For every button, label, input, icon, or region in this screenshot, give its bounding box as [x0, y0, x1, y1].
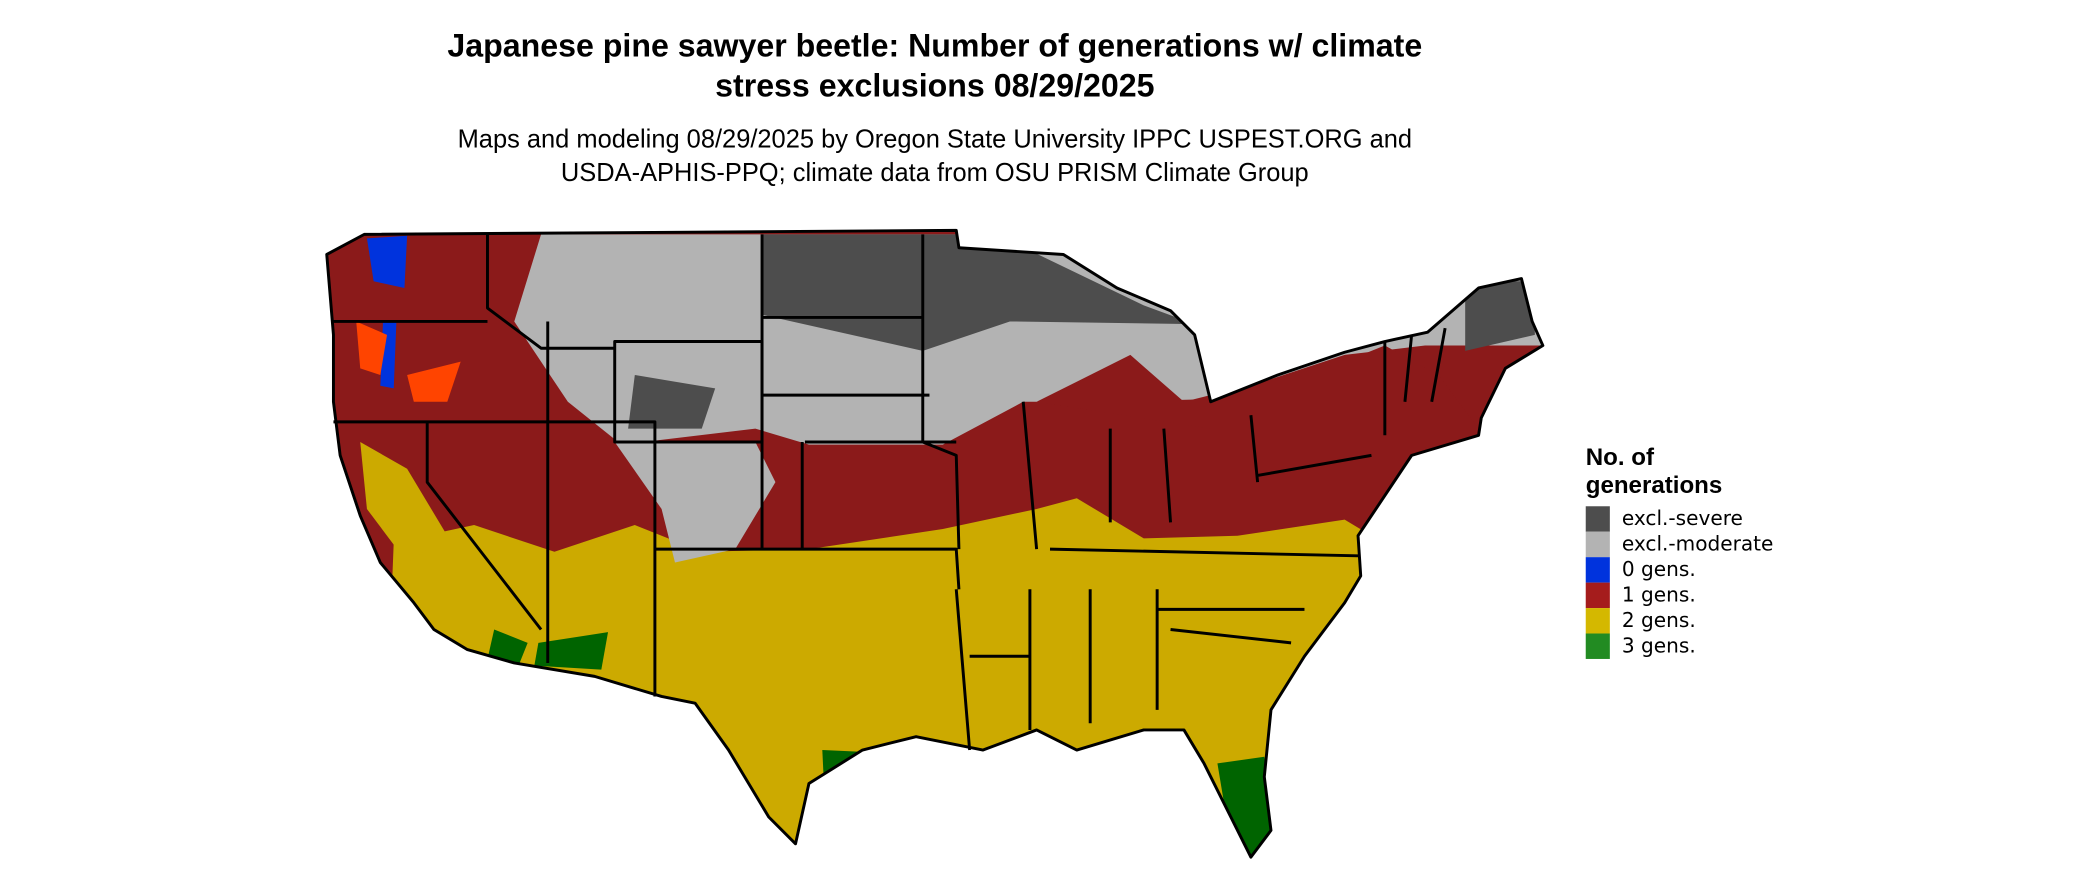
legend-swatch — [1585, 608, 1610, 634]
state-borders — [325, 228, 1545, 859]
legend-swatch — [1585, 582, 1610, 609]
title-line: Japanese pine sawyer beetle: Number of g… — [447, 27, 1422, 63]
legend-swatch — [1585, 531, 1610, 558]
legend-label: excl.-severe — [1622, 506, 1743, 530]
legend-label: 3 gens. — [1622, 633, 1696, 657]
legend-label: excl.-moderate — [1622, 532, 1774, 556]
legend-label: 2 gens. — [1622, 608, 1696, 632]
subtitle-line: USDA-APHIS-PPQ; climate data from OSU PR… — [561, 159, 1309, 187]
legend-label: 1 gens. — [1622, 583, 1696, 607]
legend-swatch — [1585, 506, 1610, 532]
title-line: stress exclusions 08/29/2025 — [715, 67, 1154, 103]
map-regions — [326, 230, 1543, 858]
legend-title: generations — [1586, 472, 1723, 499]
legend-swatch — [1585, 633, 1610, 659]
legend-swatch — [1585, 557, 1610, 583]
subtitle-line: Maps and modeling 08/29/2025 by Oregon S… — [458, 125, 1412, 153]
legend-label: 0 gens. — [1622, 557, 1696, 581]
legend-title: No. of — [1586, 444, 1655, 471]
